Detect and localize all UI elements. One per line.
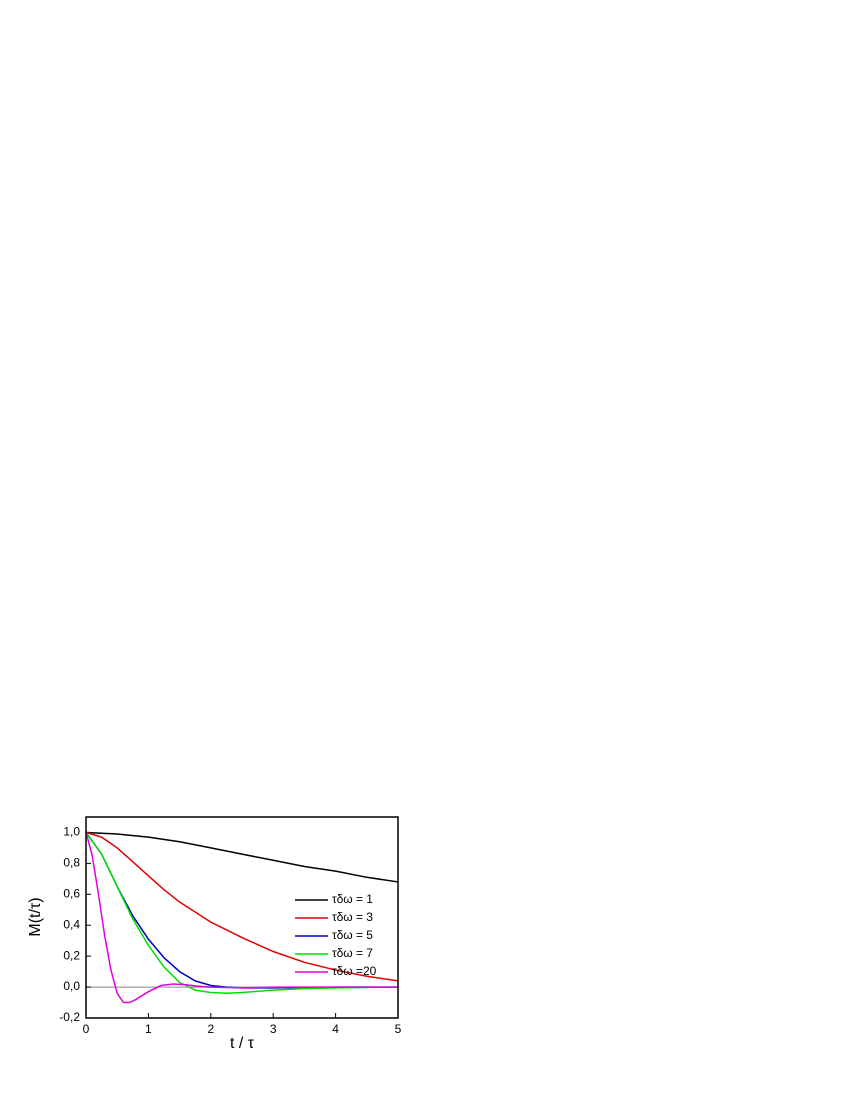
y-axis-label: M(t/τ) — [27, 897, 44, 936]
legend-label: τδω =20 — [332, 964, 377, 978]
line-series — [85, 832, 399, 995]
x-tick-label: 4 — [332, 1022, 339, 1036]
legend-label: τδω = 7 — [332, 946, 373, 960]
y-tick-label: 1,0 — [63, 825, 80, 839]
line-series — [85, 831, 399, 982]
y-tick-label: -0,2 — [59, 1010, 80, 1024]
plot-frame — [85, 816, 399, 1019]
y-tick-label: 0,8 — [63, 856, 80, 870]
line-series — [85, 831, 399, 883]
legend-label: τδω = 1 — [332, 892, 373, 906]
x-tick-label: 0 — [83, 1022, 90, 1036]
legend-label: τδω = 5 — [332, 928, 373, 942]
x-tick-label: 2 — [207, 1022, 214, 1036]
x-tick-label: 1 — [145, 1022, 152, 1036]
y-tick-label: 0,2 — [63, 948, 80, 962]
x-axis-label: t / τ — [230, 1035, 255, 1052]
legend-label: τδω = 3 — [332, 910, 373, 924]
y-tick-label: 0,4 — [63, 917, 80, 931]
x-tick-label: 3 — [270, 1022, 277, 1036]
y-tick-label: 0,6 — [63, 886, 80, 900]
line-series — [85, 832, 398, 1004]
y-tick-label: 0,0 — [63, 979, 80, 993]
x-tick-label: 5 — [395, 1022, 402, 1036]
